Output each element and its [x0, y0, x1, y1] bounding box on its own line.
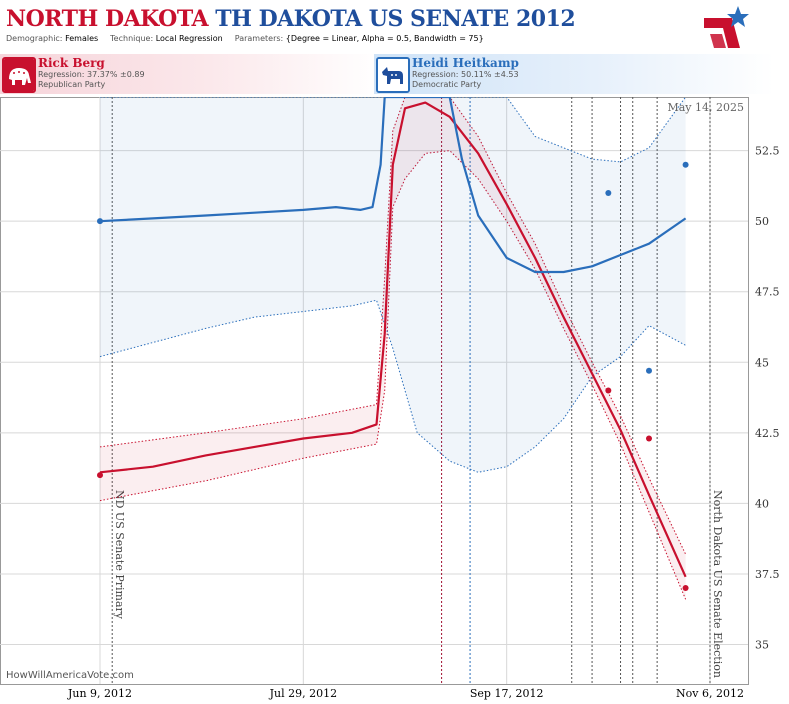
event-label: ND US Senate Primary	[113, 490, 126, 620]
republican-party-label: Republican Party	[38, 80, 106, 89]
site-logo-icon[interactable]	[702, 4, 750, 50]
y-axis-ticks: 35 37.5 40 42.5 45 47.5 50 52.5	[755, 145, 780, 652]
poll-date-lines	[441, 97, 658, 684]
site-credit: HowWillAmericaVote.com	[6, 670, 134, 681]
title-main: NORTH DAKOTA	[6, 6, 209, 32]
regression-line	[99, 97, 687, 274]
confidence-band	[100, 97, 686, 473]
confidence-bands	[99, 97, 687, 600]
y-tick-label: 37.5	[755, 568, 780, 581]
y-tick-label: 52.5	[755, 145, 780, 158]
poll-point[interactable]	[605, 189, 612, 196]
x-tick-label: Nov 6, 2012	[676, 687, 744, 700]
democrat-donkey-icon	[376, 57, 410, 93]
band-lower-line	[99, 299, 686, 473]
parameters-label: Parameters:	[234, 34, 284, 43]
republican-elephant-icon	[2, 57, 36, 93]
regression-line	[99, 101, 687, 578]
event-label: North Dakota US Senate Election	[711, 490, 724, 678]
title-sub: TH DAKOTA US SENATE 2012	[215, 6, 576, 32]
confidence-band	[100, 97, 686, 600]
democrat-candidate-name: Heidi Heitkamp	[412, 56, 519, 70]
parameters-value: {Degree = Linear, Alpha = 0.5, Bandwidth…	[285, 34, 484, 43]
x-tick-label: Sep 17, 2012	[470, 687, 544, 700]
poll-point[interactable]	[97, 472, 103, 479]
y-tick-label: 40	[755, 497, 769, 510]
page-title: NORTH DAKOTA TH DAKOTA US SENATE 2012	[6, 6, 576, 32]
regression-lines	[99, 97, 687, 578]
technique-value: Local Regression	[155, 34, 223, 43]
y-tick-label: 42.5	[755, 427, 780, 440]
y-tick-label: 50	[755, 215, 769, 228]
technique-label: Technique:	[110, 34, 154, 43]
parameters-line: Demographic: Females Technique: Local Reg…	[6, 34, 484, 43]
poll-point[interactable]	[97, 218, 103, 225]
democrat-candidate-panel: Heidi Heitkamp Regression: 50.11% ±4.53 …	[374, 54, 774, 94]
band-upper-line	[100, 97, 687, 163]
y-tick-label: 45	[755, 356, 769, 369]
poll-point[interactable]	[682, 585, 689, 592]
democrat-regression: Regression: 50.11% ±4.53	[412, 70, 519, 79]
poll-point[interactable]	[682, 161, 689, 168]
x-tick-label: Jul 29, 2012	[269, 687, 338, 700]
democrat-party-label: Democratic Party	[412, 80, 482, 89]
x-axis-ticks: Jun 9, 2012 Jul 29, 2012 Sep 17, 2012 Nov 6…	[67, 687, 744, 700]
demographic-label: Demographic:	[6, 34, 63, 43]
y-tick-label: 47.5	[755, 286, 780, 299]
poll-point[interactable]	[646, 367, 652, 374]
republican-candidate-name: Rick Berg	[38, 56, 105, 70]
poll-point[interactable]	[646, 435, 652, 442]
y-tick-label: 35	[755, 638, 769, 651]
poll-point[interactable]	[605, 387, 612, 394]
x-tick-label: Jun 9, 2012	[67, 687, 132, 700]
republican-regression: Regression: 37.37% ±0.89	[38, 70, 145, 79]
poll-points	[97, 161, 689, 592]
date-stamp: May 14, 2025	[667, 101, 744, 114]
event-lines: ND US Senate Primary North Dakota US Sena…	[111, 97, 724, 684]
republican-candidate-panel: Rick Berg Regression: 37.37% ±0.89 Repub…	[0, 54, 380, 94]
demographic-value: Females	[65, 34, 99, 43]
